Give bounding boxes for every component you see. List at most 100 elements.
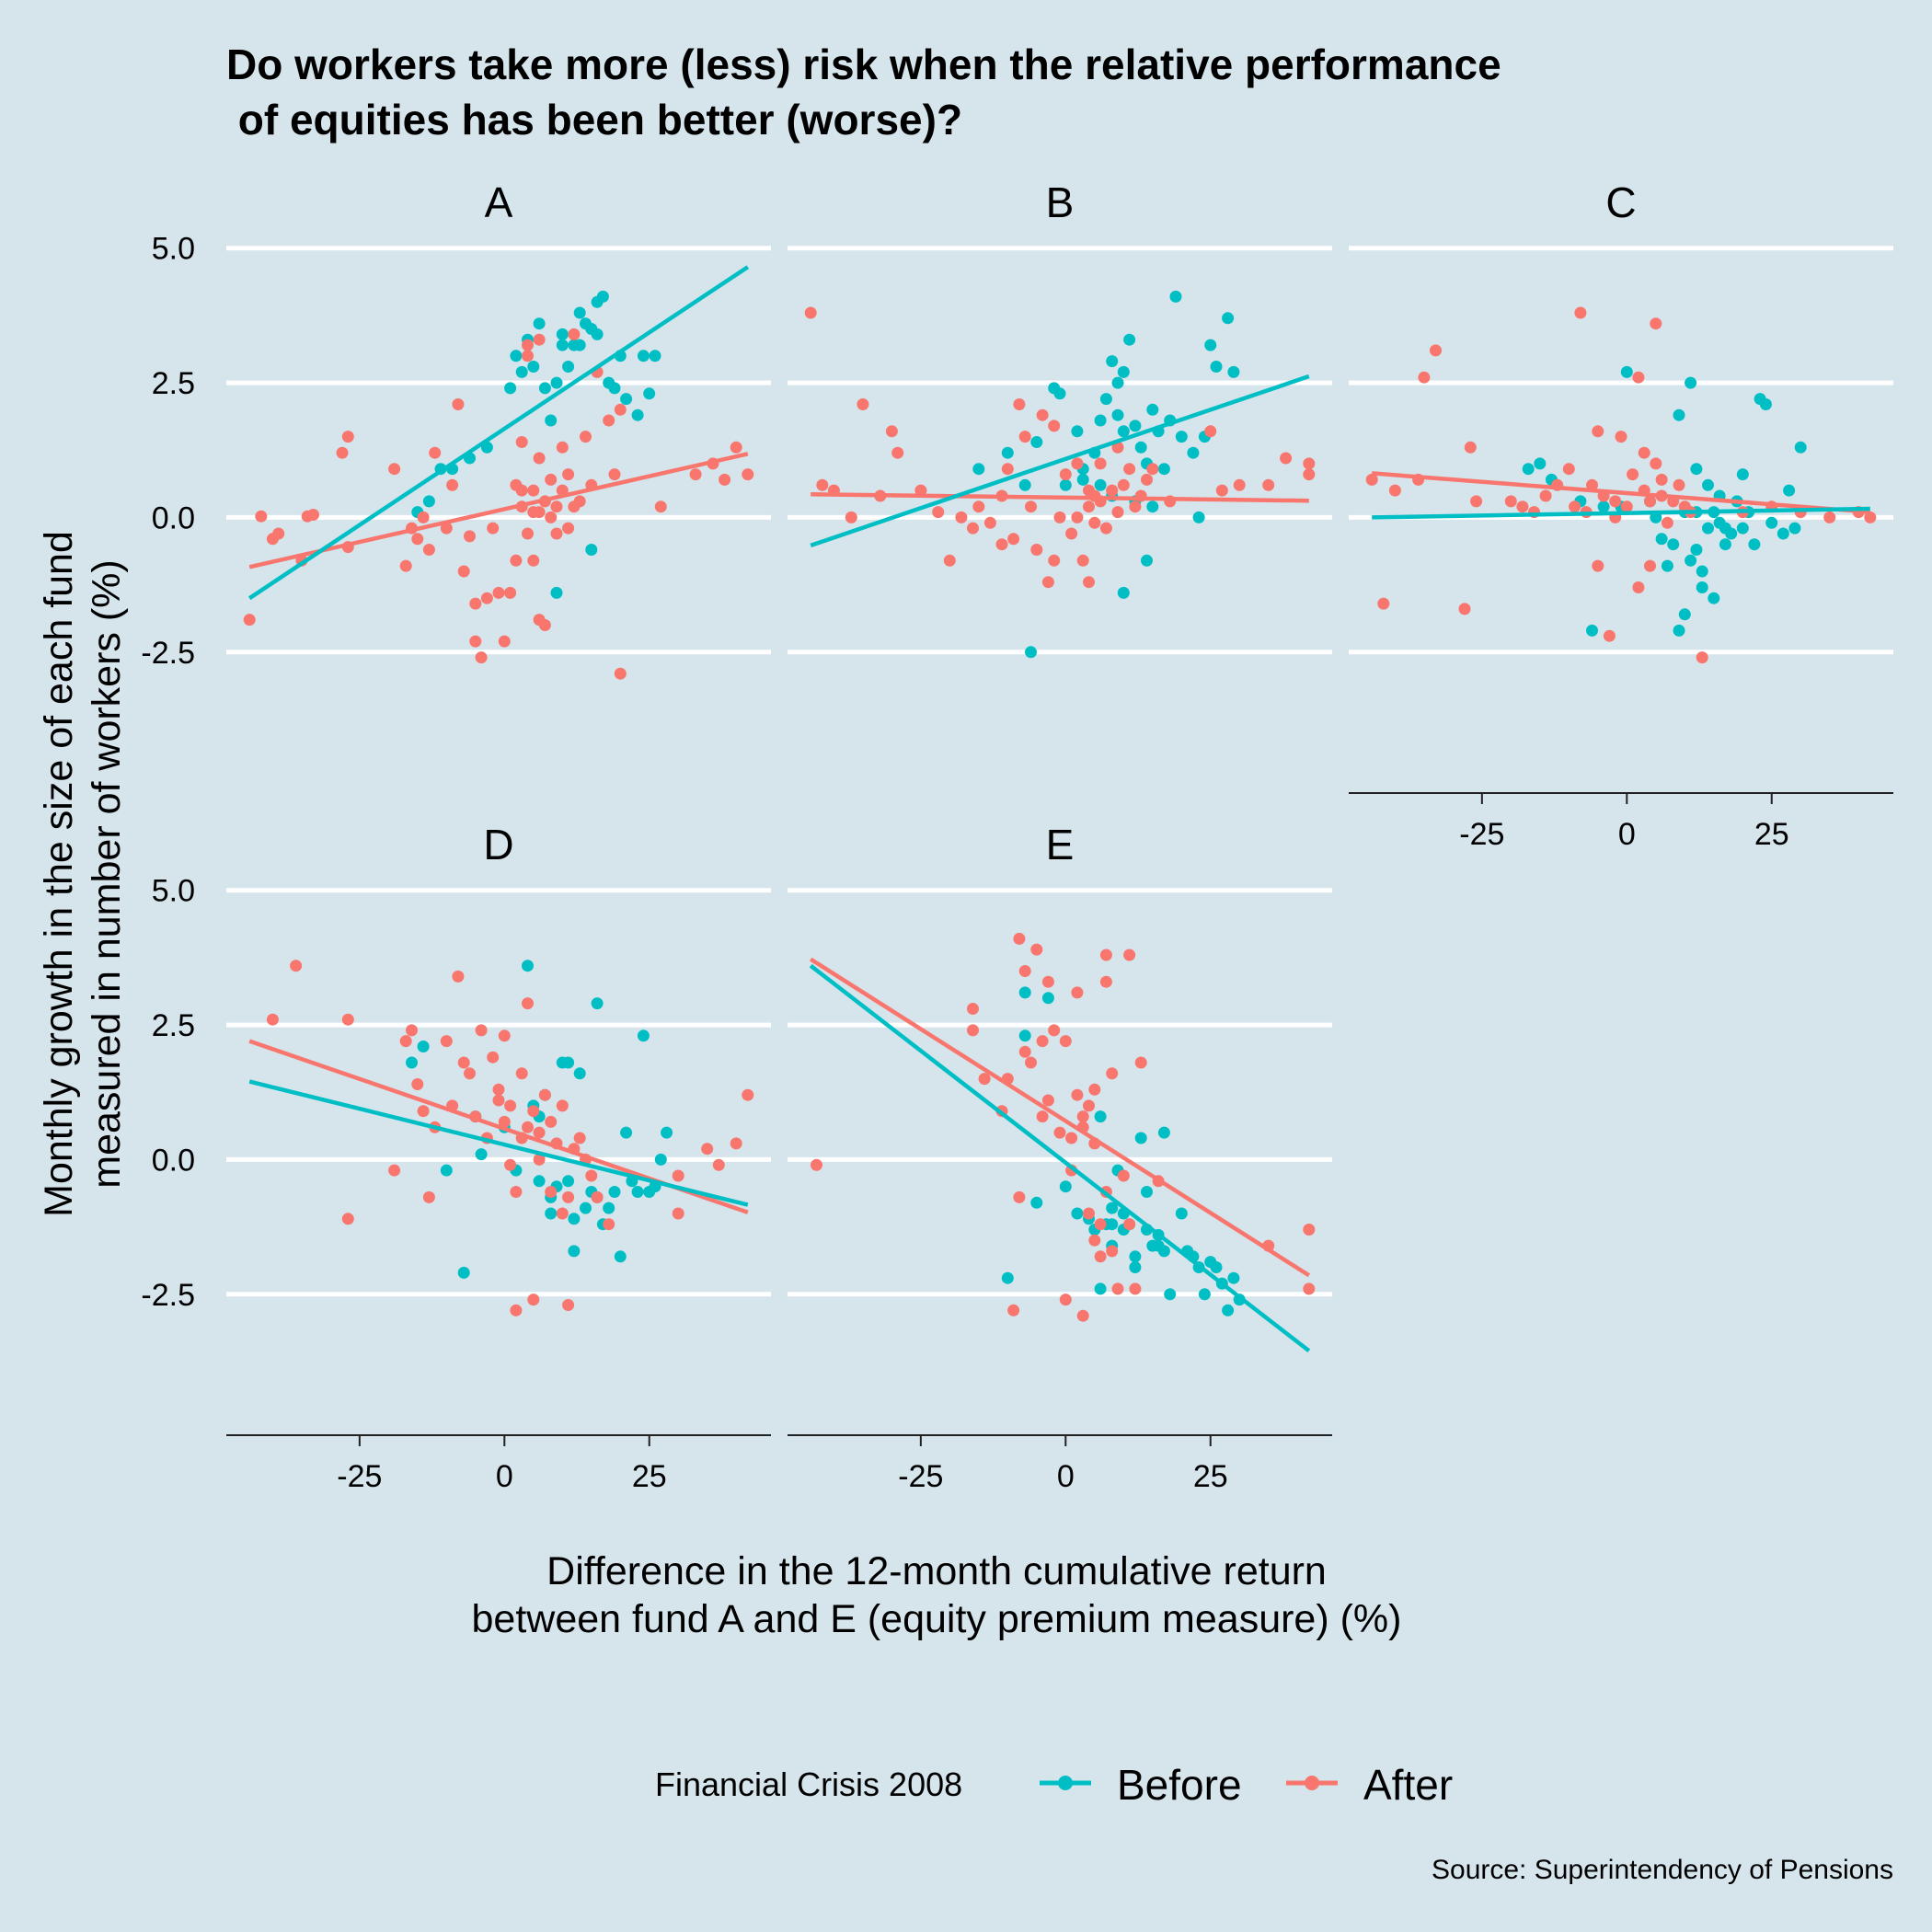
point-after xyxy=(1655,473,1668,486)
point-after xyxy=(545,511,558,523)
point-after xyxy=(1539,489,1552,502)
point-before xyxy=(1117,425,1130,438)
point-after xyxy=(1007,533,1020,546)
point-before xyxy=(1141,554,1153,567)
point-before xyxy=(550,586,563,599)
point-before xyxy=(1164,1288,1177,1301)
point-after xyxy=(591,1190,604,1203)
point-before xyxy=(1152,1239,1165,1252)
point-before xyxy=(1175,431,1188,443)
point-before xyxy=(1134,441,1147,454)
point-after xyxy=(608,468,621,481)
point-before xyxy=(1129,1261,1142,1273)
point-after xyxy=(1111,1282,1124,1295)
point-before xyxy=(1146,403,1159,416)
point-after xyxy=(1018,965,1031,977)
point-after xyxy=(533,452,546,465)
point-after xyxy=(1632,581,1645,593)
point-after xyxy=(614,667,627,680)
point-after xyxy=(522,1121,534,1133)
point-after xyxy=(1076,1110,1089,1123)
point-after xyxy=(1030,943,1043,956)
point-after xyxy=(527,506,540,519)
legend-label-before: Before xyxy=(1117,1761,1242,1809)
point-after xyxy=(562,522,575,535)
point-after xyxy=(1013,398,1026,410)
point-after xyxy=(932,506,945,519)
point-after xyxy=(255,510,268,523)
point-before xyxy=(1187,446,1200,459)
point-before xyxy=(1685,554,1697,567)
point-after xyxy=(1106,484,1119,497)
point-before xyxy=(422,495,435,508)
point-after xyxy=(475,651,488,664)
point-before xyxy=(1690,544,1703,556)
point-after xyxy=(1088,1083,1101,1096)
point-after xyxy=(522,350,534,362)
point-after xyxy=(1099,975,1112,988)
point-before xyxy=(631,1186,644,1198)
point-after xyxy=(399,1035,412,1048)
point-after xyxy=(527,554,540,567)
legend-key-after: After xyxy=(1286,1761,1453,1809)
point-before xyxy=(1685,376,1697,389)
point-before xyxy=(527,361,540,373)
point-after xyxy=(1141,473,1153,486)
point-before xyxy=(573,339,586,351)
point-before xyxy=(533,1175,546,1188)
point-before xyxy=(637,1029,650,1042)
point-after xyxy=(498,1115,511,1128)
point-before xyxy=(562,1175,575,1188)
point-after xyxy=(399,559,412,572)
point-after xyxy=(515,1067,528,1080)
point-after xyxy=(1644,559,1656,572)
fit-line-after xyxy=(809,957,1311,1278)
point-after xyxy=(504,1099,517,1112)
point-after xyxy=(1464,441,1477,454)
point-before xyxy=(573,306,586,319)
y-tick-label: -2.5 xyxy=(141,636,195,671)
point-before xyxy=(1736,468,1749,481)
point-after xyxy=(1365,473,1378,486)
point-before xyxy=(1076,473,1089,486)
chart-title-line-2: of equities has been better (worse)? xyxy=(226,96,962,144)
point-after xyxy=(492,586,505,599)
legend-title: Financial Crisis 2008 xyxy=(655,1765,962,1803)
point-after xyxy=(1117,1169,1130,1182)
point-after xyxy=(515,436,528,448)
point-after xyxy=(568,328,581,340)
point-after xyxy=(672,1207,684,1220)
point-before xyxy=(1053,387,1066,400)
point-before xyxy=(1783,484,1796,497)
panel-label-C: C xyxy=(1605,178,1636,226)
point-after xyxy=(1504,495,1517,508)
point-before xyxy=(1227,365,1240,378)
point-after xyxy=(1123,463,1136,476)
point-after xyxy=(857,398,869,410)
point-after xyxy=(1303,1224,1316,1236)
point-after xyxy=(742,1088,754,1101)
point-after xyxy=(504,1158,517,1171)
point-before xyxy=(1777,527,1789,540)
point-after xyxy=(1627,468,1639,481)
point-before xyxy=(1794,441,1807,454)
point-after xyxy=(510,554,523,567)
point-after xyxy=(1088,1234,1101,1247)
point-before xyxy=(1001,446,1014,459)
point-before xyxy=(1018,478,1031,491)
point-before xyxy=(568,1245,581,1258)
point-before xyxy=(1620,365,1633,378)
point-before xyxy=(637,350,650,362)
point-after xyxy=(417,1105,430,1118)
point-after xyxy=(1071,511,1084,523)
point-before xyxy=(591,328,604,340)
point-after xyxy=(307,509,319,521)
point-after xyxy=(1609,495,1622,508)
point-after xyxy=(457,565,470,578)
point-before xyxy=(504,382,517,395)
point-after xyxy=(1117,478,1130,491)
point-before xyxy=(417,1041,430,1052)
point-before xyxy=(1059,478,1072,491)
point-after xyxy=(1111,441,1124,454)
point-after xyxy=(452,398,465,410)
